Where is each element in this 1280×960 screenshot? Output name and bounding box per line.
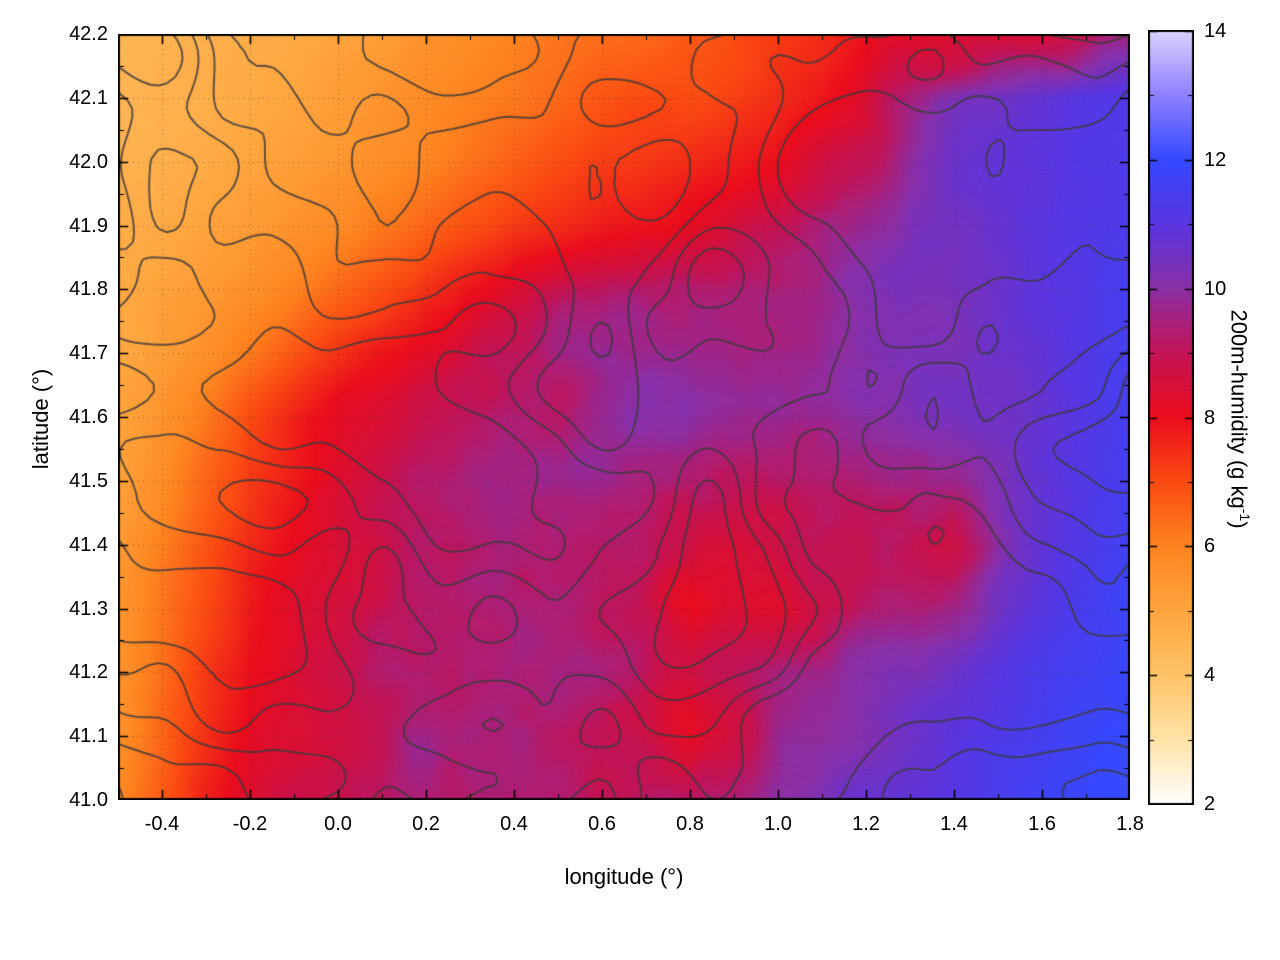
- colorbar-title-text: 200m-humidity (g kg: [1226, 309, 1252, 509]
- y-tick-label: 41.0: [69, 789, 108, 811]
- y-tick-label: 41.7: [69, 342, 108, 365]
- colorbar-tick-label: 2: [1204, 793, 1216, 815]
- x-tick-label: 0.6: [588, 813, 616, 835]
- colorbar-tick-label: 6: [1204, 535, 1216, 558]
- x-tick-label: 1.8: [1116, 813, 1144, 835]
- colorbar-tick-label: 4: [1204, 664, 1216, 687]
- y-tick-label: 41.9: [69, 214, 108, 237]
- x-tick-label: 0.2: [412, 813, 440, 835]
- x-tick-label: 1.6: [1028, 813, 1056, 835]
- y-tick-label: 42.2: [69, 23, 108, 45]
- y-tick-label: 41.1: [69, 725, 108, 748]
- y-tick-label: 41.6: [69, 406, 108, 428]
- y-tick-label: 41.5: [69, 469, 108, 492]
- y-tick-label: 41.2: [69, 661, 108, 684]
- y-axis-title: latitude (°): [28, 368, 53, 470]
- x-tick-label: 0.4: [500, 813, 528, 835]
- x-tick-label: -0.2: [232, 813, 268, 835]
- x-tick-label: -0.4: [144, 813, 180, 835]
- colorbar-tick-label: 12: [1204, 148, 1227, 171]
- colorbar-canvas: [1148, 30, 1194, 805]
- colorbar-title-sup: -1: [1237, 508, 1253, 522]
- heatmap-plot-canvas: [118, 34, 1130, 800]
- x-tick-label: 1.0: [764, 813, 792, 835]
- y-tick-label: 42.0: [69, 150, 108, 173]
- y-tick-label: 41.8: [69, 278, 108, 301]
- colorbar-tick-label: 10: [1204, 277, 1227, 300]
- x-axis-title: longitude (°): [564, 864, 684, 889]
- x-tick-label: 1.4: [940, 813, 968, 835]
- colorbar-title: 200m-humidity (g kg-1): [1223, 269, 1253, 569]
- colorbar-tick-label: 8: [1204, 406, 1216, 429]
- x-tick-label: 0.8: [676, 813, 704, 835]
- y-tick-label: 42.1: [69, 86, 108, 109]
- y-tick-label: 41.4: [69, 533, 108, 556]
- colorbar-title-close: ): [1226, 521, 1252, 529]
- x-tick-label: 1.2: [852, 813, 880, 835]
- colorbar-tick-label: 14: [1204, 20, 1227, 42]
- y-tick-label: 41.3: [69, 597, 108, 620]
- x-tick-label: 0.0: [324, 813, 352, 835]
